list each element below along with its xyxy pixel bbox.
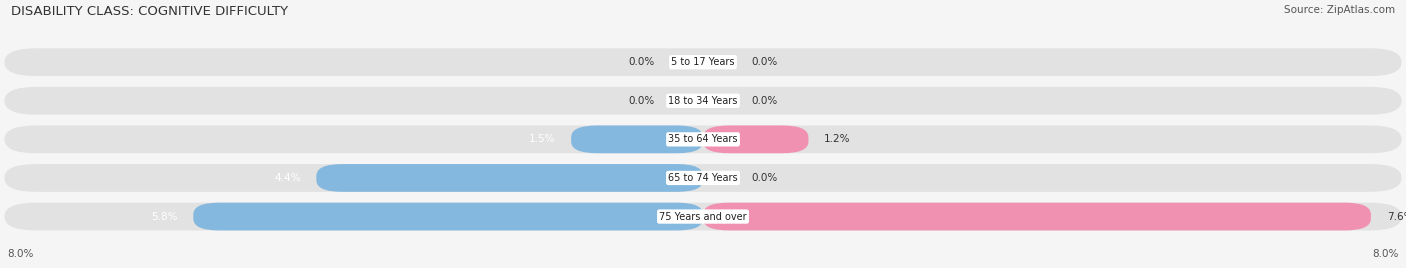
- Text: 0.0%: 0.0%: [751, 57, 778, 67]
- Text: 75 Years and over: 75 Years and over: [659, 211, 747, 222]
- Text: 18 to 34 Years: 18 to 34 Years: [668, 96, 738, 106]
- Text: 0.0%: 0.0%: [751, 173, 778, 183]
- Text: Source: ZipAtlas.com: Source: ZipAtlas.com: [1284, 5, 1395, 15]
- Text: 35 to 64 Years: 35 to 64 Years: [668, 134, 738, 144]
- FancyBboxPatch shape: [4, 125, 1402, 153]
- Text: 8.0%: 8.0%: [7, 249, 34, 259]
- FancyBboxPatch shape: [703, 125, 808, 153]
- Text: 5.8%: 5.8%: [150, 211, 177, 222]
- Text: 8.0%: 8.0%: [1372, 249, 1399, 259]
- Text: DISABILITY CLASS: COGNITIVE DIFFICULTY: DISABILITY CLASS: COGNITIVE DIFFICULTY: [11, 5, 288, 18]
- Text: 5 to 17 Years: 5 to 17 Years: [671, 57, 735, 67]
- FancyBboxPatch shape: [703, 203, 1371, 230]
- FancyBboxPatch shape: [316, 164, 703, 192]
- FancyBboxPatch shape: [4, 87, 1402, 115]
- FancyBboxPatch shape: [194, 203, 703, 230]
- Text: 1.5%: 1.5%: [529, 134, 555, 144]
- Text: 0.0%: 0.0%: [628, 96, 655, 106]
- FancyBboxPatch shape: [571, 125, 703, 153]
- Text: 7.6%: 7.6%: [1386, 211, 1406, 222]
- Text: 1.2%: 1.2%: [824, 134, 851, 144]
- Text: 4.4%: 4.4%: [274, 173, 301, 183]
- Text: 65 to 74 Years: 65 to 74 Years: [668, 173, 738, 183]
- Text: 0.0%: 0.0%: [628, 57, 655, 67]
- FancyBboxPatch shape: [4, 48, 1402, 76]
- FancyBboxPatch shape: [4, 203, 1402, 230]
- FancyBboxPatch shape: [4, 164, 1402, 192]
- Text: 0.0%: 0.0%: [751, 96, 778, 106]
